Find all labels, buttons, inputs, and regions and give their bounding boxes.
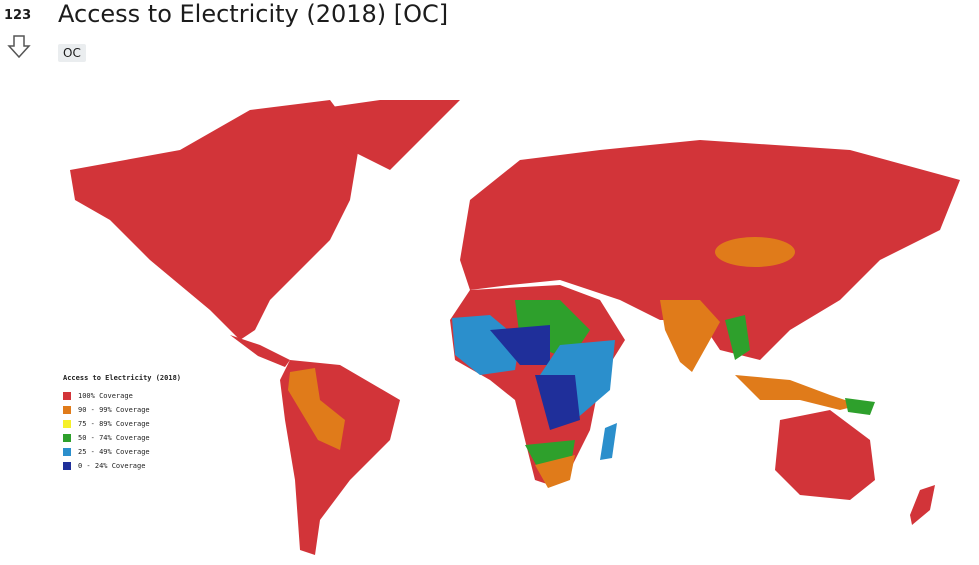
indonesia	[735, 375, 860, 410]
legend-swatch	[63, 448, 71, 456]
greenland	[310, 100, 460, 170]
new-zealand	[910, 485, 935, 525]
eurasia	[460, 140, 960, 360]
madagascar	[600, 423, 617, 460]
australia	[775, 410, 875, 500]
central-sahel	[490, 325, 550, 365]
central-america	[230, 335, 290, 367]
map-image: Access to Electricity (2018) 100% Covera…	[63, 100, 960, 555]
north-america	[70, 100, 360, 340]
legend-label: 75 - 89% Coverage	[78, 420, 150, 428]
india	[660, 300, 720, 372]
map-shapes	[70, 100, 960, 555]
legend-swatch	[63, 392, 71, 400]
mongolia	[715, 237, 795, 267]
legend: Access to Electricity (2018) 100% Covera…	[63, 374, 181, 470]
legend-swatch	[63, 406, 71, 414]
legend-swatch	[63, 434, 71, 442]
post-flair[interactable]: OC	[58, 44, 86, 62]
legend-swatch	[63, 420, 71, 428]
papua-new-guinea	[845, 398, 875, 415]
legend-label: 25 - 49% Coverage	[78, 448, 150, 456]
legend-label: 50 - 74% Coverage	[78, 434, 150, 442]
congo	[535, 375, 580, 430]
legend-label: 90 - 99% Coverage	[78, 406, 150, 414]
andes-region	[288, 368, 345, 450]
legend-title: Access to Electricity (2018)	[63, 374, 181, 382]
downvote-icon	[7, 35, 31, 59]
legend-swatch	[63, 462, 71, 470]
downvote-button[interactable]	[7, 34, 31, 60]
post-title[interactable]: Access to Electricity (2018) [OC]	[58, 0, 449, 28]
legend-label: 0 - 24% Coverage	[78, 462, 145, 470]
legend-label: 100% Coverage	[78, 392, 133, 400]
vote-score: 123	[4, 8, 32, 23]
myanmar	[725, 315, 750, 360]
south-africa	[535, 455, 575, 488]
